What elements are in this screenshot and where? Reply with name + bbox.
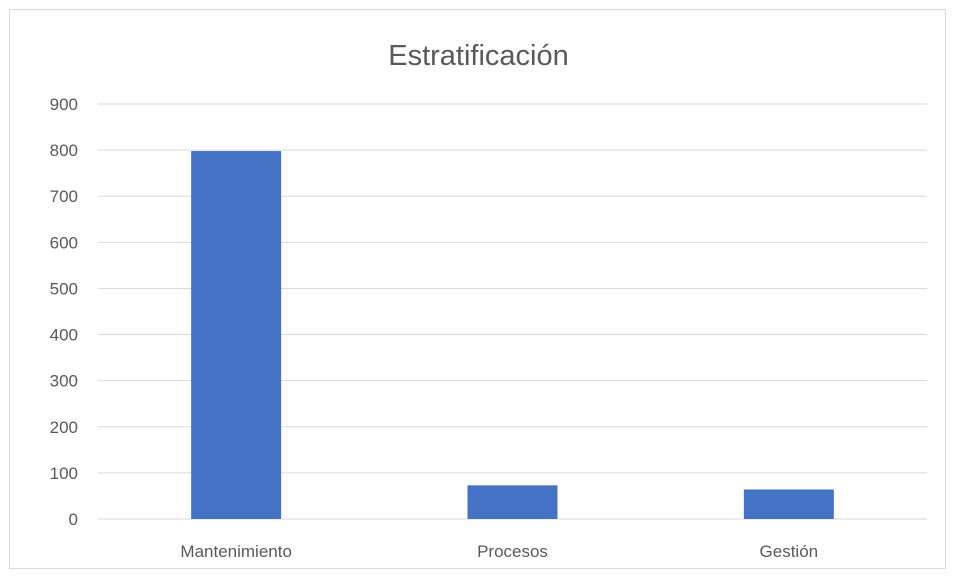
bar-gestión: [743, 489, 834, 519]
y-tick-label: 200: [50, 418, 78, 437]
x-tick-label: Gestión: [760, 542, 819, 561]
y-tick-label: 0: [69, 510, 78, 529]
x-axis-tick-labels: Mantenimiento Procesos Gestión: [180, 542, 818, 561]
bars: [191, 151, 834, 520]
y-tick-label: 400: [50, 326, 78, 345]
y-tick-label: 300: [50, 372, 78, 391]
chart-title: Estratificación: [388, 40, 569, 72]
y-tick-label: 900: [50, 95, 78, 114]
y-tick-label: 700: [50, 187, 78, 206]
chart-frame: [9, 9, 946, 569]
bar-mantenimiento: [191, 151, 282, 520]
x-tick-label: Procesos: [477, 542, 548, 561]
y-tick-label: 600: [50, 233, 78, 252]
x-tick-label: Mantenimiento: [180, 542, 292, 561]
y-axis-tick-labels: 0 100 200 300 400 500 600 700 800 900: [50, 95, 78, 529]
y-tick-label: 800: [50, 141, 78, 160]
y-tick-label: 500: [50, 279, 78, 298]
y-tick-label: 100: [50, 464, 78, 483]
bar-procesos: [467, 485, 558, 519]
